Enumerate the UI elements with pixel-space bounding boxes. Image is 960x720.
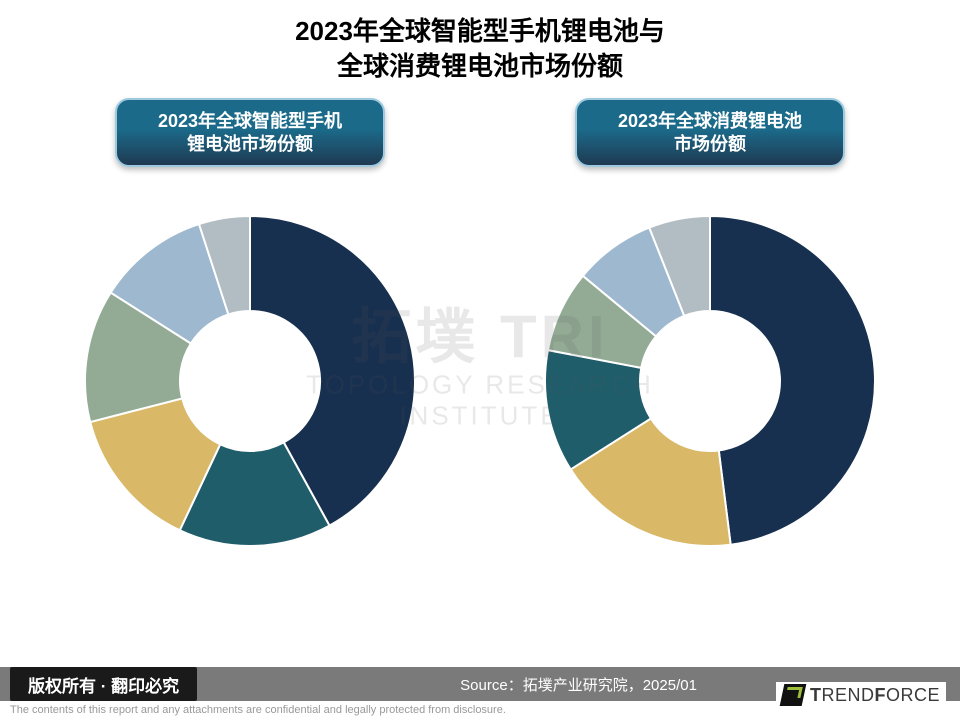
brand-logo: TRENDFORCE [776,682,946,708]
title-line-2: 全球消费锂电池市场份额 [337,51,623,81]
left-donut-chart: ATLLGSamsungSDI比亚迪珠海冠宇 [50,181,450,581]
copyright-chip: 版权所有 · 翻印必究 [10,667,197,701]
right-subtitle-line1: 2023年全球消费锂电池 [618,111,802,131]
left-subtitle-badge: 2023年全球智能型手机 锂电池市场份额 [115,98,385,167]
charts-row: 2023年全球智能型手机 锂电池市场份额 ATLLGSamsungSDI比亚迪珠… [0,98,960,581]
left-subtitle-line2: 锂电池市场份额 [187,134,313,154]
footer: 版权所有 · 翻印必究 Source：拓墣产业研究院，2025/01 The c… [0,667,960,720]
brand-icon [780,684,807,706]
right-chart-column: 2023年全球消费锂电池 市场份额 ATLSamsungSDILG比亚迪珠海冠宇 [510,98,910,581]
donut-slice [710,216,875,545]
brand-text: TRENDFORCE [810,685,940,706]
left-subtitle-line1: 2023年全球智能型手机 [158,111,342,131]
right-subtitle-badge: 2023年全球消费锂电池 市场份额 [575,98,845,167]
copyright-text: 版权所有 · 翻印必究 [28,672,179,697]
right-donut-chart: ATLSamsungSDILG比亚迪珠海冠宇 [510,181,910,581]
left-chart-column: 2023年全球智能型手机 锂电池市场份额 ATLLGSamsungSDI比亚迪珠… [50,98,450,581]
page-title: 2023年全球智能型手机锂电池与 全球消费锂电池市场份额 [0,0,960,84]
title-line-1: 2023年全球智能型手机锂电池与 [295,16,665,46]
right-subtitle-line2: 市场份额 [674,134,746,154]
